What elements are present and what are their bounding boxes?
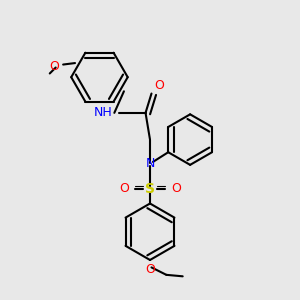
Text: N: N: [145, 157, 155, 170]
Text: O: O: [154, 79, 164, 92]
Text: S: S: [145, 182, 155, 196]
Text: O: O: [49, 59, 59, 73]
Text: O: O: [171, 182, 181, 195]
Text: O: O: [119, 182, 129, 195]
Text: NH: NH: [94, 106, 113, 119]
Text: O: O: [145, 263, 155, 276]
